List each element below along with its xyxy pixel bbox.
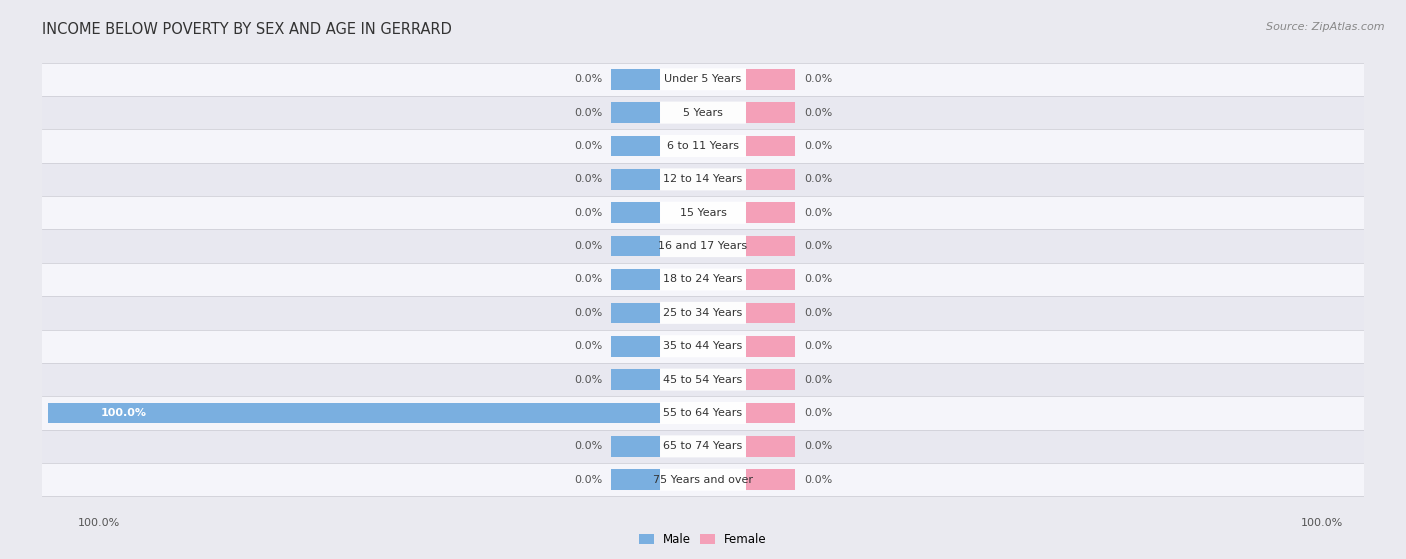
Bar <box>745 102 794 123</box>
Bar <box>42 363 1364 396</box>
Bar <box>48 402 661 423</box>
Bar <box>612 169 661 190</box>
Bar <box>42 163 1364 196</box>
Bar <box>745 336 794 357</box>
Text: 12 to 14 Years: 12 to 14 Years <box>664 174 742 184</box>
Bar <box>42 296 1364 330</box>
FancyBboxPatch shape <box>659 469 747 491</box>
Bar <box>745 436 794 457</box>
Text: 0.0%: 0.0% <box>804 308 832 318</box>
Text: 0.0%: 0.0% <box>804 108 832 117</box>
Text: 0.0%: 0.0% <box>574 241 602 251</box>
Text: 0.0%: 0.0% <box>804 408 832 418</box>
Text: 0.0%: 0.0% <box>804 174 832 184</box>
Bar <box>745 302 794 323</box>
Bar <box>42 63 1364 96</box>
Text: 45 to 54 Years: 45 to 54 Years <box>664 375 742 385</box>
Bar <box>745 402 794 423</box>
Text: Source: ZipAtlas.com: Source: ZipAtlas.com <box>1267 22 1385 32</box>
Text: 0.0%: 0.0% <box>804 375 832 385</box>
FancyBboxPatch shape <box>659 102 747 124</box>
Text: 35 to 44 Years: 35 to 44 Years <box>664 341 742 351</box>
Text: 0.0%: 0.0% <box>574 308 602 318</box>
FancyBboxPatch shape <box>659 402 747 424</box>
Text: 6 to 11 Years: 6 to 11 Years <box>666 141 740 151</box>
Bar <box>745 202 794 223</box>
Bar <box>612 336 661 357</box>
Text: 0.0%: 0.0% <box>574 475 602 485</box>
Text: 65 to 74 Years: 65 to 74 Years <box>664 442 742 451</box>
Text: 0.0%: 0.0% <box>804 208 832 218</box>
Text: 0.0%: 0.0% <box>574 141 602 151</box>
Bar <box>42 229 1364 263</box>
FancyBboxPatch shape <box>659 235 747 257</box>
Bar <box>745 470 794 490</box>
Bar <box>612 470 661 490</box>
Bar <box>42 129 1364 163</box>
Text: 100.0%: 100.0% <box>1301 518 1343 528</box>
Bar <box>612 302 661 323</box>
Text: 0.0%: 0.0% <box>574 274 602 285</box>
FancyBboxPatch shape <box>659 68 747 90</box>
Text: INCOME BELOW POVERTY BY SEX AND AGE IN GERRARD: INCOME BELOW POVERTY BY SEX AND AGE IN G… <box>42 22 453 37</box>
Text: Under 5 Years: Under 5 Years <box>665 74 741 84</box>
Bar <box>42 330 1364 363</box>
Bar <box>745 169 794 190</box>
FancyBboxPatch shape <box>659 435 747 457</box>
FancyBboxPatch shape <box>659 135 747 157</box>
Bar <box>42 263 1364 296</box>
Legend: Male, Female: Male, Female <box>634 528 772 551</box>
FancyBboxPatch shape <box>659 268 747 291</box>
FancyBboxPatch shape <box>659 168 747 191</box>
FancyBboxPatch shape <box>659 368 747 391</box>
Text: 0.0%: 0.0% <box>574 208 602 218</box>
Text: 0.0%: 0.0% <box>574 442 602 451</box>
Bar <box>612 102 661 123</box>
Bar <box>612 69 661 89</box>
Text: 0.0%: 0.0% <box>574 174 602 184</box>
Bar <box>42 96 1364 129</box>
Text: 0.0%: 0.0% <box>574 108 602 117</box>
Bar <box>745 269 794 290</box>
Text: 0.0%: 0.0% <box>804 442 832 451</box>
Text: 75 Years and over: 75 Years and over <box>652 475 754 485</box>
Text: 0.0%: 0.0% <box>574 375 602 385</box>
FancyBboxPatch shape <box>659 335 747 357</box>
Bar <box>612 136 661 157</box>
Text: 0.0%: 0.0% <box>804 74 832 84</box>
Bar <box>745 236 794 257</box>
Text: 0.0%: 0.0% <box>574 341 602 351</box>
Text: 0.0%: 0.0% <box>804 241 832 251</box>
Bar <box>745 369 794 390</box>
Bar <box>612 369 661 390</box>
Text: 0.0%: 0.0% <box>804 274 832 285</box>
Bar <box>42 430 1364 463</box>
Bar <box>612 202 661 223</box>
Text: 18 to 24 Years: 18 to 24 Years <box>664 274 742 285</box>
Text: 100.0%: 100.0% <box>100 408 146 418</box>
Text: 100.0%: 100.0% <box>77 518 120 528</box>
FancyBboxPatch shape <box>659 302 747 324</box>
Text: 0.0%: 0.0% <box>804 341 832 351</box>
Text: 55 to 64 Years: 55 to 64 Years <box>664 408 742 418</box>
FancyBboxPatch shape <box>659 202 747 224</box>
Bar <box>42 396 1364 430</box>
Bar <box>42 196 1364 229</box>
Text: 0.0%: 0.0% <box>804 475 832 485</box>
Bar <box>42 463 1364 496</box>
Bar <box>612 269 661 290</box>
Text: 25 to 34 Years: 25 to 34 Years <box>664 308 742 318</box>
Text: 16 and 17 Years: 16 and 17 Years <box>658 241 748 251</box>
Bar <box>612 436 661 457</box>
Bar <box>612 236 661 257</box>
Text: 15 Years: 15 Years <box>679 208 727 218</box>
Text: 0.0%: 0.0% <box>574 74 602 84</box>
Text: 5 Years: 5 Years <box>683 108 723 117</box>
Text: 0.0%: 0.0% <box>804 141 832 151</box>
Bar <box>745 136 794 157</box>
Bar <box>745 69 794 89</box>
